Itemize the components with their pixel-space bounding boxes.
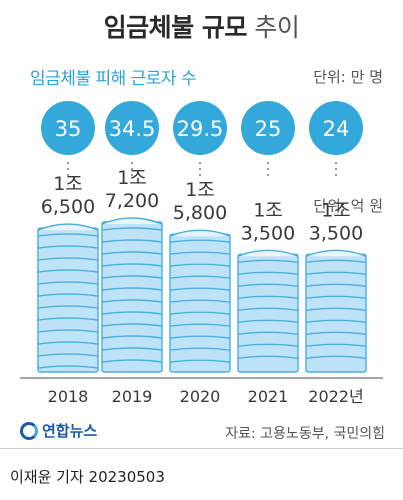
worker-circle-2: 29.5 bbox=[173, 101, 227, 155]
amount-stack-4 bbox=[305, 249, 367, 373]
reporter-credit: 이재윤 기자 20230503 bbox=[10, 468, 165, 486]
amount-stack-1 bbox=[101, 217, 163, 373]
title-main: 임금체불 규모 bbox=[103, 13, 248, 42]
x-tick-4: 2022년 bbox=[308, 387, 363, 406]
amount-label-bottom-4: 3,500 bbox=[309, 222, 363, 244]
amount-label-bottom-0: 6,500 bbox=[41, 196, 95, 218]
amount-label-top-1: 1조 bbox=[117, 167, 147, 189]
yonhap-logo: 연합뉴스 bbox=[20, 420, 97, 441]
worker-circle-0: 35 bbox=[41, 101, 95, 155]
amount-label-top-3: 1조 bbox=[253, 199, 283, 221]
worker-circle-1: 34.5 bbox=[105, 101, 159, 155]
amount-stack-2 bbox=[169, 229, 231, 373]
amount-label-bottom-1: 7,200 bbox=[105, 190, 159, 212]
amount-stack-0 bbox=[37, 223, 99, 373]
worker-value-2: 29.5 bbox=[177, 117, 224, 141]
workers-subtitle: 임금체불 피해 근로자 수 bbox=[30, 69, 197, 89]
amount-stack-3 bbox=[237, 249, 299, 373]
x-tick-2: 2020 bbox=[180, 387, 221, 406]
chart-title: 임금체불 규모 추이 bbox=[0, 8, 403, 44]
worker-circle-4: 24 bbox=[309, 101, 363, 155]
amount-label-top-2: 1조 bbox=[185, 179, 215, 201]
yonhap-logo-icon bbox=[20, 421, 38, 440]
amount-label-bottom-2: 5,800 bbox=[173, 202, 227, 224]
divider bbox=[0, 448, 403, 449]
x-tick-1: 2019 bbox=[112, 387, 153, 406]
unit-amount: 단위: 억 원 bbox=[313, 197, 383, 215]
unit-workers: 단위: 만 명 bbox=[313, 68, 383, 86]
title-suffix: 추이 bbox=[254, 13, 300, 42]
source-note: 자료: 고용노동부, 국민의힘 bbox=[225, 426, 385, 442]
worker-circle-3: 25 bbox=[241, 101, 295, 155]
amount-label-top-4: 1조 bbox=[321, 199, 351, 221]
stack-chart: 351조6,500201834.51조7,200201929.51조5,8002… bbox=[20, 101, 383, 406]
x-tick-0: 2018 bbox=[48, 387, 89, 406]
worker-value-3: 25 bbox=[255, 117, 282, 141]
amount-label-top-0: 1조 bbox=[53, 173, 83, 195]
amount-label-bottom-3: 3,500 bbox=[241, 222, 295, 244]
worker-value-0: 35 bbox=[55, 117, 82, 141]
worker-value-4: 24 bbox=[323, 117, 350, 141]
logo-text: 연합뉴스 bbox=[42, 422, 98, 440]
x-tick-3: 2021 bbox=[248, 387, 289, 406]
worker-value-1: 34.5 bbox=[109, 117, 156, 141]
